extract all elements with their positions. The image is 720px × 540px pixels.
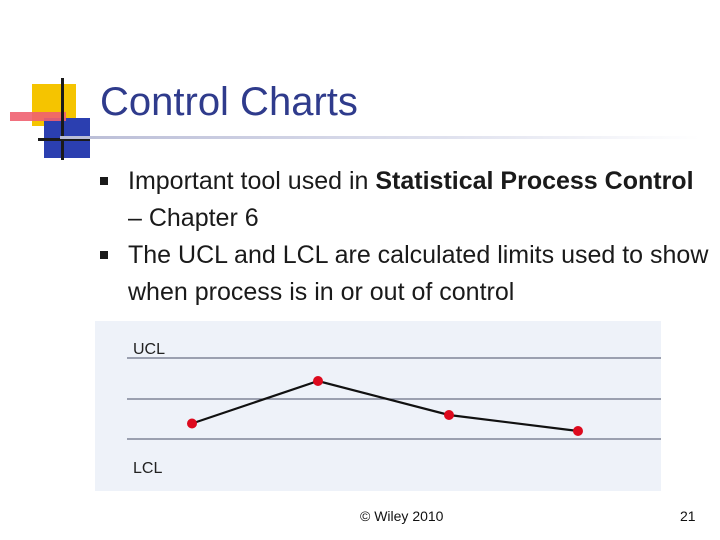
- logo-vertical-line: [61, 78, 64, 160]
- slide-title: Control Charts: [100, 80, 358, 124]
- bullet-text: The UCL and LCL are calculated limits us…: [128, 241, 709, 306]
- series-line: [191, 379, 579, 433]
- bullet-item: The UCL and LCL are calculated limits us…: [100, 237, 710, 311]
- data-point: [444, 410, 454, 420]
- bullet-square-icon: [100, 251, 108, 259]
- data-point: [187, 418, 197, 429]
- logo-red-bar: [10, 112, 66, 121]
- bullet-text-tail: – Chapter 6: [128, 204, 259, 232]
- bullet-square-icon: [100, 177, 108, 185]
- slide-logo: [10, 78, 90, 160]
- bullet-text: Important tool used in: [128, 167, 376, 195]
- bullet-bold-text: Statistical Process Control: [375, 167, 694, 195]
- data-point: [313, 376, 323, 386]
- bullet-list: Important tool used in Statistical Proce…: [100, 163, 710, 311]
- control-chart: UCL LCL: [95, 321, 661, 491]
- page-number: 21: [680, 508, 696, 524]
- logo-horizontal-line: [38, 138, 90, 141]
- chart-background: [95, 321, 661, 491]
- ucl-label: UCL: [133, 341, 165, 358]
- footer-copyright: © Wiley 2010: [360, 508, 444, 524]
- title-underline: [60, 136, 700, 139]
- series-points: [187, 376, 583, 436]
- bullet-item: Important tool used in Statistical Proce…: [100, 163, 710, 237]
- data-point: [573, 426, 583, 436]
- lcl-label: LCL: [133, 460, 162, 477]
